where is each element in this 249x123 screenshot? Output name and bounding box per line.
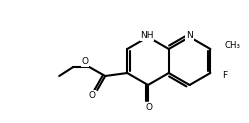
Text: O: O (145, 103, 152, 113)
Text: O: O (82, 57, 89, 67)
Text: F: F (222, 70, 228, 79)
Text: CH₃: CH₃ (224, 40, 240, 49)
Text: N: N (186, 31, 193, 40)
Text: O: O (89, 91, 96, 100)
Text: NH: NH (140, 31, 154, 40)
